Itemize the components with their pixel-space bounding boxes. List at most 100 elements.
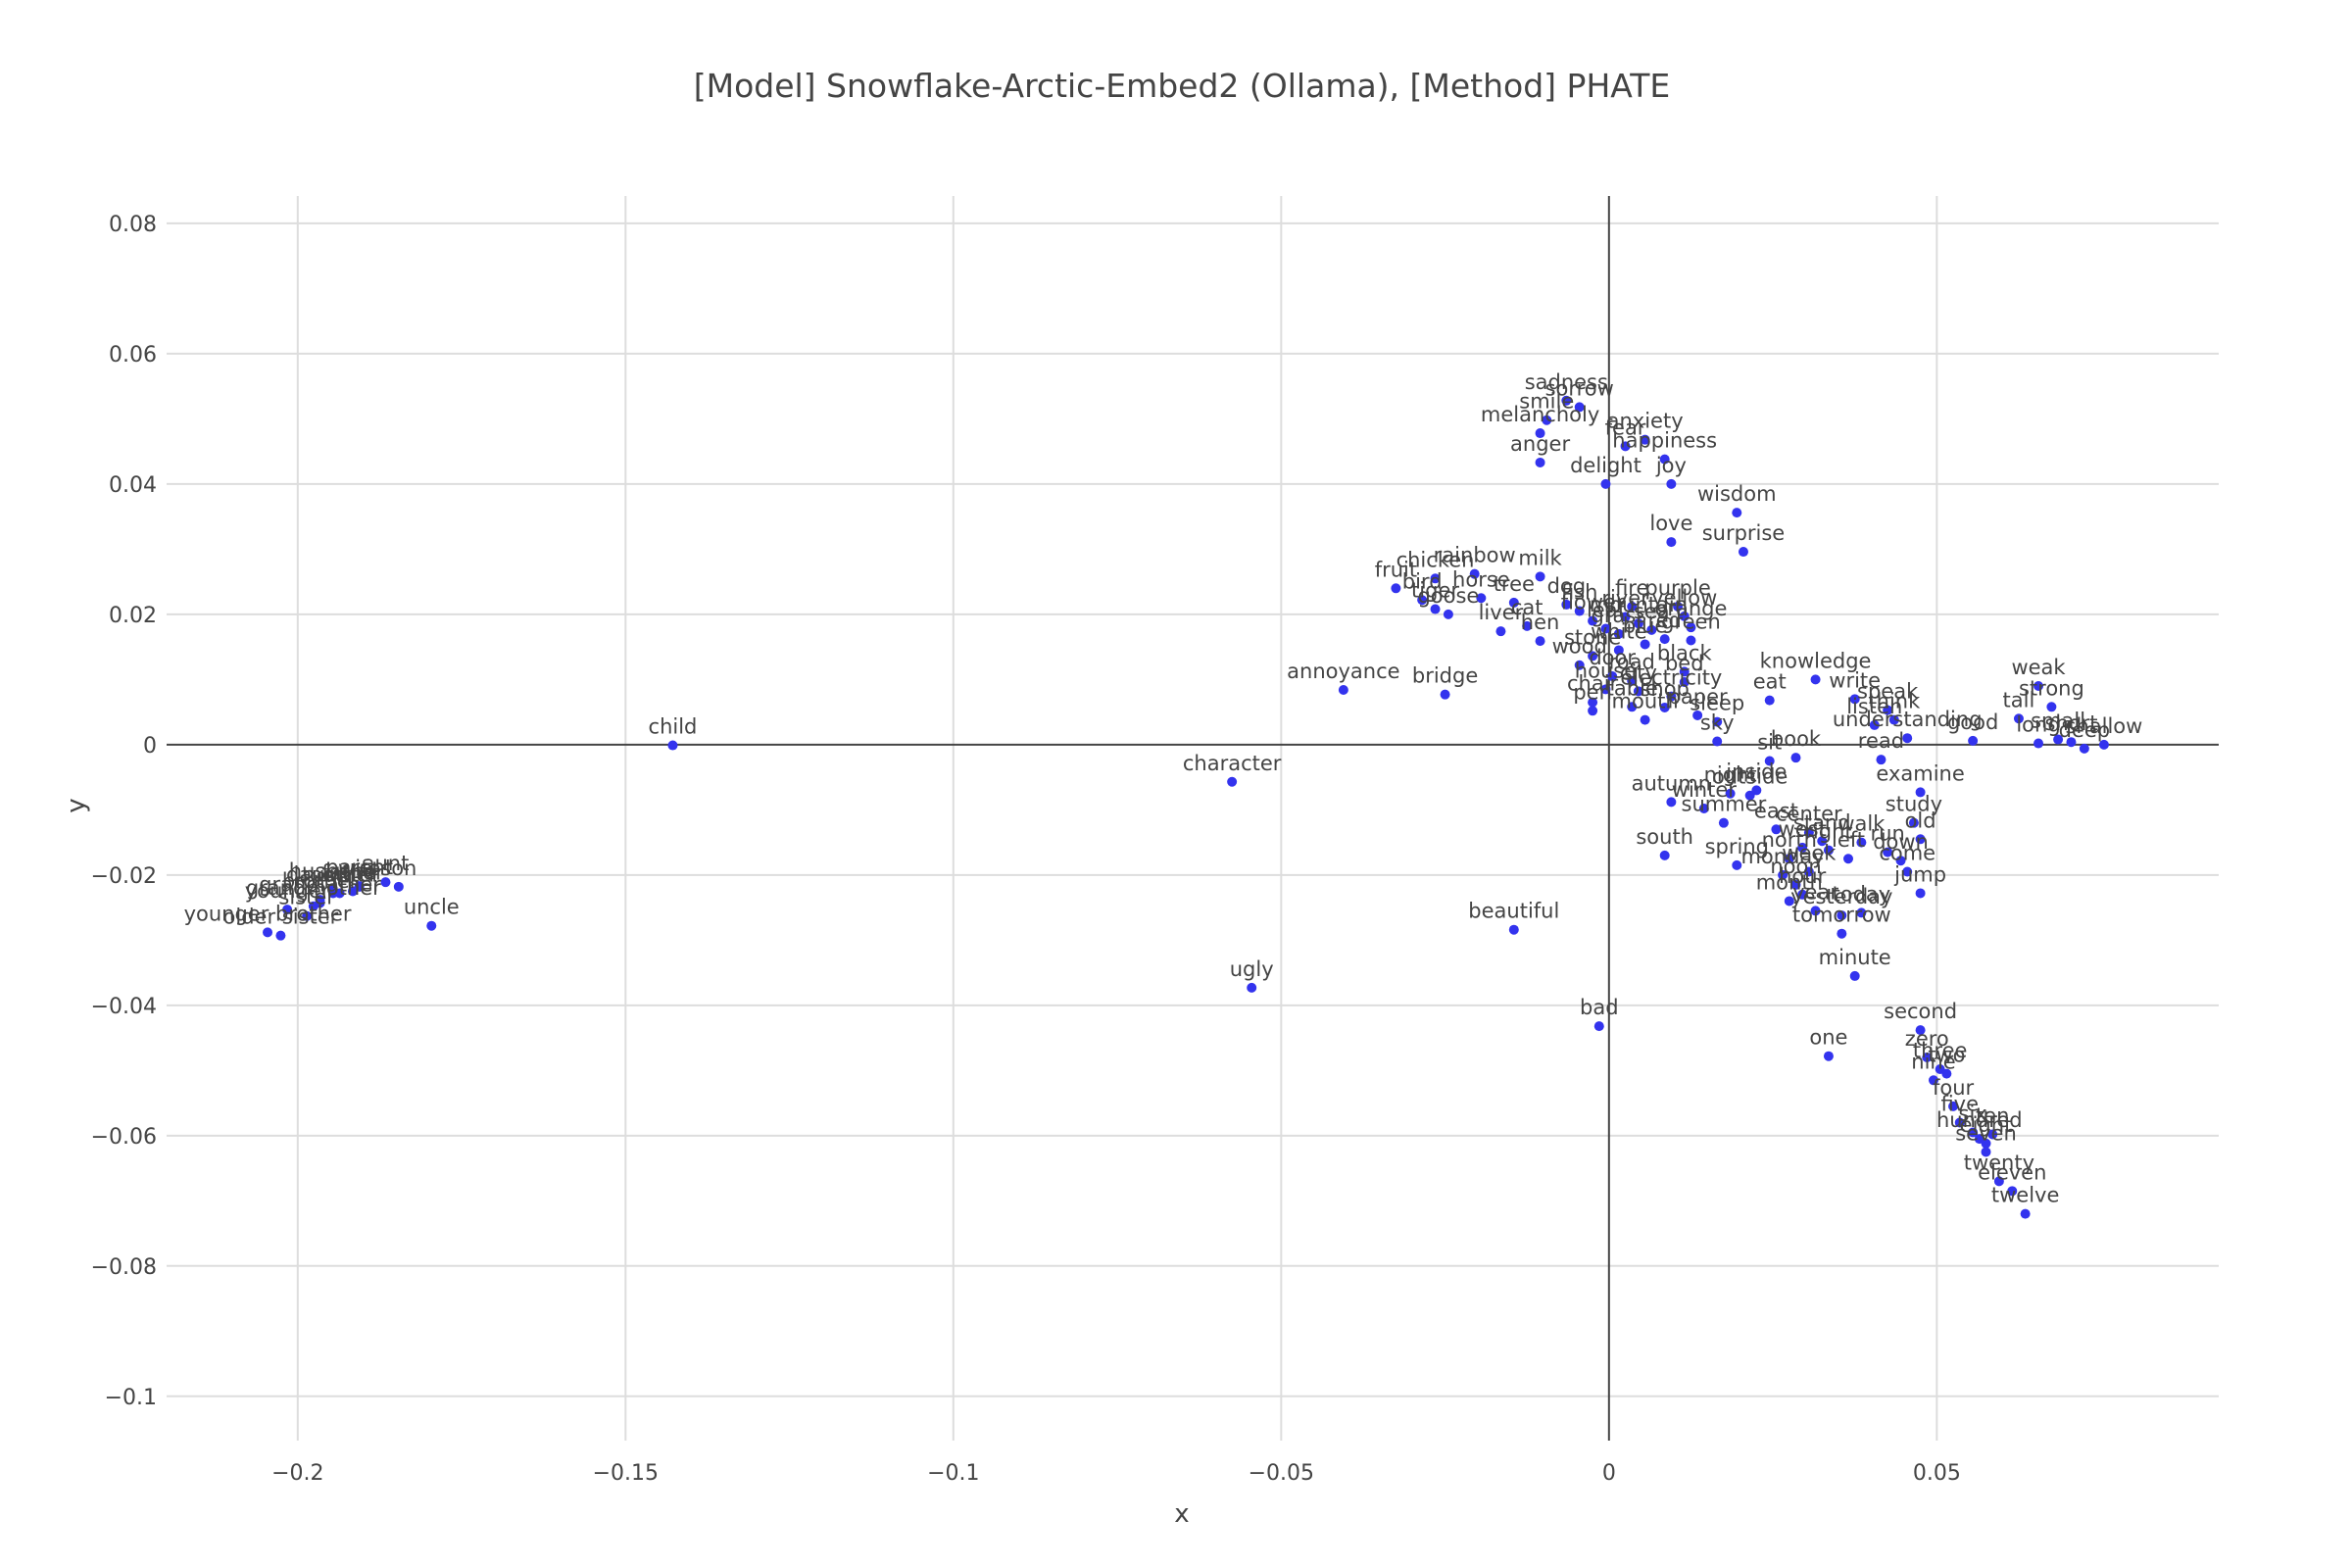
data-point	[1895, 856, 1906, 866]
data-point-label: ugly	[1230, 957, 1274, 981]
data-point-label: night	[1704, 763, 1757, 787]
data-point	[1817, 836, 1828, 847]
data-point-label: happiness	[1612, 429, 1717, 453]
data-point	[1613, 645, 1624, 656]
data-point-label: speak	[1857, 680, 1919, 704]
data-point-label: leaf	[1587, 599, 1626, 622]
data-point	[1508, 924, 1519, 935]
data-point-label: month	[1756, 870, 1823, 894]
data-point	[1535, 636, 1545, 647]
data-point-label: old	[1905, 808, 1936, 832]
data-point-label: two	[1928, 1044, 1965, 1067]
data-point	[302, 910, 313, 921]
data-point-label: left	[1832, 828, 1865, 852]
y-tick-label: 0.04	[109, 473, 157, 498]
data-point	[1712, 736, 1723, 747]
data-point	[1522, 620, 1533, 631]
zero-lines	[167, 196, 2219, 1441]
data-point-label: weak	[2011, 656, 2066, 679]
data-point	[1764, 695, 1775, 706]
data-point	[1508, 597, 1519, 608]
data-point	[1810, 906, 1821, 916]
data-point-label: cat	[1511, 596, 1544, 619]
data-point-label: hen	[1521, 611, 1560, 634]
data-point-label: think	[1868, 690, 1921, 713]
data-point	[1633, 686, 1643, 697]
data-point	[1613, 628, 1624, 639]
data-point	[1227, 776, 1238, 787]
data-point-label: joy	[1655, 454, 1687, 477]
data-point	[1627, 675, 1638, 686]
data-point	[1659, 634, 1670, 645]
data-point-label: green	[1661, 610, 1721, 633]
data-point-label: jump	[1893, 862, 1946, 886]
data-point	[1535, 457, 1545, 467]
data-point-label: sadness	[1525, 370, 1608, 394]
data-point-label: melancholy	[1481, 403, 1599, 426]
x-tick-label: 0	[1602, 1461, 1616, 1486]
data-point	[1849, 694, 1860, 705]
data-point	[1640, 714, 1650, 725]
data-point-label: study	[1886, 793, 1942, 816]
data-point-label: beautiful	[1468, 900, 1559, 923]
data-point	[1981, 1138, 1991, 1149]
data-point	[308, 901, 318, 911]
data-point-label: wood	[1552, 635, 1607, 659]
data-point-label: annoyance	[1287, 660, 1399, 683]
data-point	[2034, 738, 2044, 749]
data-point	[667, 740, 678, 751]
data-point	[1627, 601, 1638, 612]
data-point-label: down	[1873, 830, 1929, 854]
data-point-label: sorrow	[1545, 376, 1614, 400]
data-point-label: younger brother	[184, 902, 352, 925]
data-point	[1679, 666, 1690, 677]
data-point-label: chair	[1567, 672, 1619, 696]
data-point-label: bridge	[1412, 664, 1478, 688]
data-point-label: uncle	[404, 896, 460, 919]
data-point-label: spring	[1705, 835, 1769, 858]
data-point	[1686, 635, 1696, 646]
data-point-label: surprise	[1702, 521, 1786, 545]
data-point-label: anger	[1510, 432, 1570, 456]
data-point	[1686, 622, 1696, 633]
data-point	[1620, 441, 1631, 452]
y-tick-label: 0	[143, 734, 157, 759]
data-point	[380, 877, 391, 888]
data-point-label: tall	[2003, 688, 2035, 711]
data-point	[1712, 716, 1723, 727]
data-point-label: today	[1833, 882, 1891, 906]
data-point-label: read	[1858, 729, 1904, 753]
data-point-label: chicken	[1396, 548, 1475, 571]
data-point-label: run	[1871, 822, 1905, 846]
data-point-label: zero	[1905, 1027, 1949, 1051]
data-point	[1987, 1129, 1998, 1140]
data-point	[1620, 612, 1631, 622]
y-tick-label: 0.02	[109, 604, 157, 628]
data-point	[1640, 434, 1650, 445]
data-point	[1790, 753, 1801, 763]
data-point-label: center	[1776, 803, 1842, 826]
data-point-label: house	[1575, 659, 1637, 682]
data-point	[1915, 834, 1926, 845]
data-point-label: six	[1959, 1102, 1987, 1125]
data-point	[1803, 827, 1814, 838]
y-tick-label: −0.08	[91, 1255, 157, 1280]
data-point	[354, 881, 365, 892]
data-point	[1837, 928, 1847, 939]
data-point-label: minute	[1819, 946, 1891, 969]
data-point	[1915, 1025, 1926, 1036]
data-point	[1751, 785, 1762, 796]
data-point-label: year	[1792, 880, 1838, 904]
data-point-label: outside	[1712, 765, 1788, 789]
data-point-label: hour	[1779, 864, 1826, 888]
data-point	[2098, 739, 2109, 750]
data-point	[1417, 595, 1428, 606]
data-point	[1968, 1127, 1979, 1138]
grid-layer	[167, 196, 2219, 1441]
data-point-label: small	[2031, 710, 2085, 733]
data-point-label: yesterday	[1790, 885, 1892, 908]
y-tick-label: −0.02	[91, 864, 157, 889]
data-point-label: goose	[1417, 584, 1479, 608]
data-point	[1790, 879, 1801, 890]
